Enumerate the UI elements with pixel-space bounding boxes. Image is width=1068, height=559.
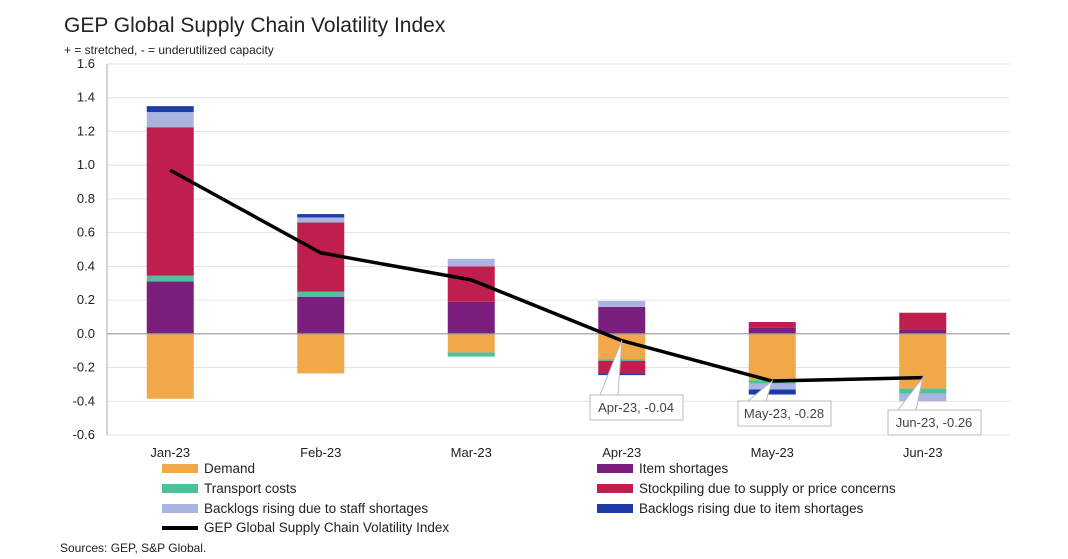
- legend-label: Backlogs rising due to item shortages: [639, 501, 864, 516]
- bar-5-3: [598, 373, 646, 376]
- bar-0-1: [297, 333, 345, 374]
- legend-item: Stockpiling due to supply or price conce…: [597, 481, 896, 496]
- bar-2-5: [899, 388, 947, 394]
- bar-4-5: [899, 393, 947, 402]
- legend-label: Item shortages: [639, 461, 729, 476]
- legend-item: Transport costs: [162, 481, 297, 496]
- bar-1-3: [598, 306, 646, 334]
- y-tick-label: 1.4: [77, 90, 95, 105]
- legend-swatch: [162, 484, 198, 493]
- bar-2-1: [297, 291, 345, 297]
- bar-4-3: [598, 300, 646, 307]
- bar-0-5: [899, 333, 947, 389]
- data-label: Jun-23, -0.26: [896, 415, 973, 430]
- bar-3-5: [899, 312, 947, 330]
- bar-0-2: [447, 333, 495, 353]
- x-tick-label: Mar-23: [451, 445, 492, 460]
- legend-swatch: [597, 464, 633, 473]
- callout-box: [737, 400, 832, 427]
- legend-label: Backlogs rising due to staff shortages: [204, 501, 429, 516]
- legend-item: Backlogs rising due to staff shortages: [162, 501, 428, 516]
- bar-3-0: [146, 127, 194, 276]
- legend-item: Item shortages: [597, 461, 728, 476]
- legend-item: GEP Global Supply Chain Volatility Index: [162, 520, 449, 535]
- legend-label: Stockpiling due to supply or price conce…: [639, 481, 896, 496]
- x-tick-label: May-23: [751, 445, 794, 460]
- chart-subtitle: + = stretched, - = underutilized capacit…: [64, 43, 274, 57]
- chart-title: GEP Global Supply Chain Volatility Index: [64, 14, 446, 37]
- callout-box: [589, 394, 684, 421]
- y-tick-label: 0.8: [77, 191, 95, 206]
- legend-label: Transport costs: [204, 481, 297, 496]
- legend-swatch: [597, 504, 633, 513]
- y-tick-label: 1.0: [77, 157, 95, 172]
- bar-4-0: [146, 112, 194, 128]
- bar-4-2: [447, 258, 495, 267]
- bar-3-4: [748, 322, 796, 328]
- x-tick-label: Jun-23: [903, 445, 943, 460]
- index-line: [169, 168, 923, 383]
- bar-2-0: [146, 275, 194, 282]
- y-tick-label: 0.6: [77, 225, 95, 240]
- y-tick-label: -0.2: [73, 360, 95, 375]
- legend-label: GEP Global Supply Chain Volatility Index: [204, 520, 450, 535]
- legend-swatch: [597, 484, 633, 493]
- plot-area: 1.6 1.4 1.2 1.0 0.8 0.6 0.4 0.2 0.0 -0.2 -0.4 -0.6 J…: [73, 56, 1010, 460]
- y-tick-label: 0.4: [77, 258, 95, 273]
- bar-3-3: [598, 360, 646, 374]
- x-tick-label: Feb-23: [300, 445, 341, 460]
- source-note: Sources: GEP, S&P Global.: [60, 541, 207, 555]
- bar-0-0: [146, 333, 194, 399]
- legend-item: Backlogs rising due to item shortages: [597, 501, 863, 516]
- y-tick-label: -0.6: [73, 427, 95, 442]
- bar-1-5: [899, 329, 947, 334]
- legend-label: Demand: [204, 461, 256, 476]
- legend-swatch: [162, 504, 198, 513]
- bar-5-0: [146, 106, 194, 113]
- bar-5-1: [297, 214, 345, 218]
- callout-box: [887, 409, 982, 436]
- bar-1-4: [748, 327, 796, 334]
- bar-2-2: [447, 352, 495, 357]
- bar-1-1: [297, 296, 345, 334]
- legend-swatch: [162, 464, 198, 473]
- bar-1-0: [146, 281, 194, 334]
- y-tick-label: 1.6: [77, 56, 95, 71]
- y-tick-label: 1.2: [77, 123, 95, 138]
- bar-5-4: [748, 389, 796, 395]
- x-tick-label: Jan-23: [150, 445, 190, 460]
- x-tick-label: Apr-23: [602, 445, 641, 460]
- data-label: May-23, -0.28: [744, 406, 824, 421]
- bar-1-2: [447, 301, 495, 334]
- y-tick-label: 0.0: [77, 326, 95, 341]
- bar-0-4: [748, 333, 796, 381]
- bar-4-1: [297, 217, 345, 223]
- bar-2-3: [598, 359, 646, 361]
- y-tick-label: -0.4: [73, 393, 95, 408]
- bar-4-4: [748, 383, 796, 390]
- y-tick-label: 0.2: [77, 292, 95, 307]
- legend-line-swatch: [162, 525, 198, 530]
- bar-3-2: [447, 266, 495, 302]
- data-label: Apr-23, -0.04: [598, 400, 674, 415]
- legend-item: Demand: [162, 461, 255, 476]
